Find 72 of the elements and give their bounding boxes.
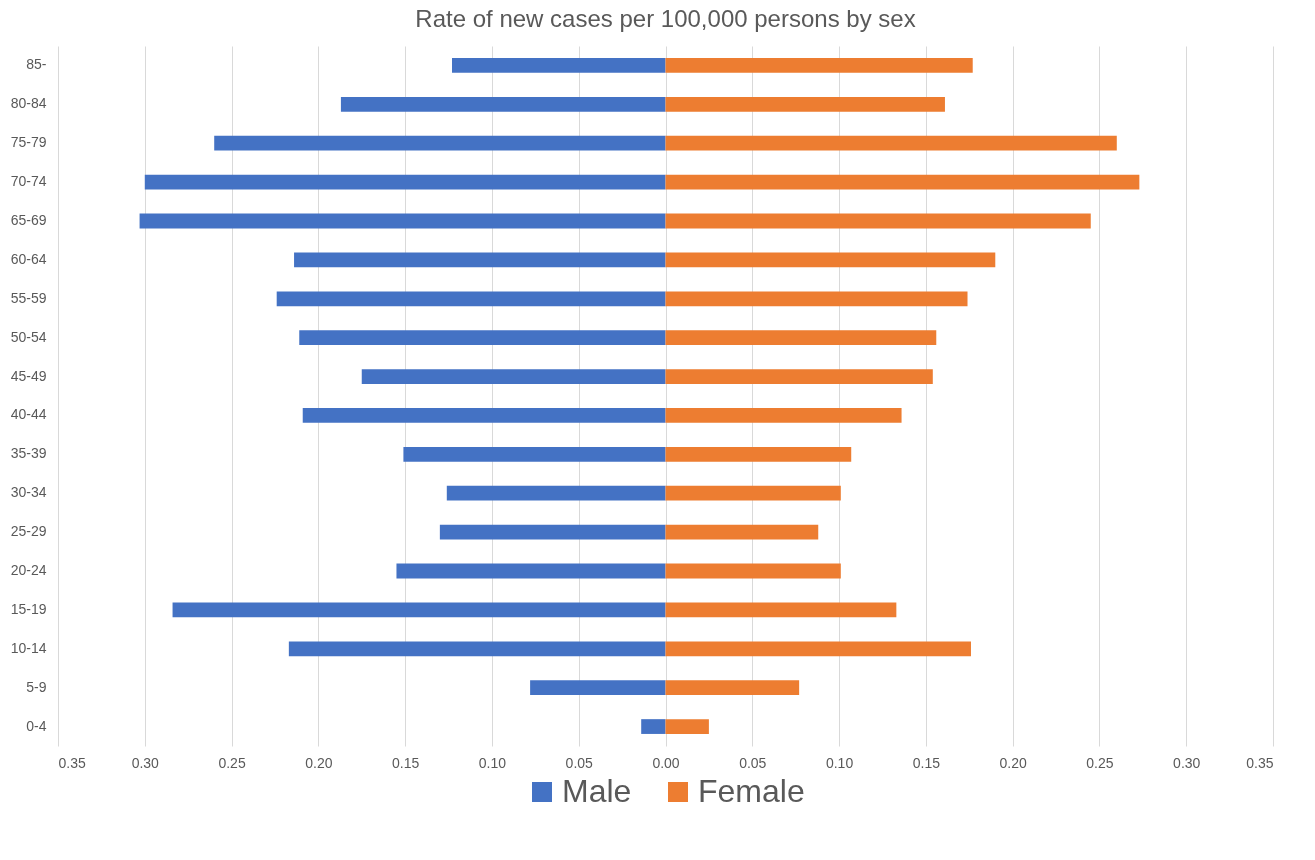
y-tick-label: 20-24 [10, 562, 47, 578]
x-tick-label: 0.05 [565, 754, 594, 771]
legend-label: Female [698, 773, 805, 809]
x-tick-label: 0.30 [131, 754, 160, 771]
x-tick-label: 0.05 [739, 754, 767, 771]
bar [446, 485, 666, 501]
bar [299, 330, 666, 346]
y-tick-label: 55-59 [10, 289, 47, 306]
bar [403, 446, 666, 462]
y-tick-label: 75-79 [10, 134, 47, 151]
bar [144, 174, 666, 190]
bar [294, 252, 666, 268]
bar [276, 291, 666, 307]
bar [396, 563, 666, 579]
bar [530, 680, 666, 696]
x-tick-label: 0.15 [912, 754, 941, 771]
x-tick-label: 0.30 [1173, 754, 1201, 771]
bar [452, 58, 666, 73]
y-tick-label: 80-84 [10, 95, 47, 112]
bar [665, 446, 852, 462]
bar [214, 135, 666, 151]
bar [665, 291, 968, 307]
bar [665, 563, 841, 579]
bar [302, 408, 666, 423]
y-tick-label: 35-39 [10, 445, 47, 462]
bar [172, 602, 666, 618]
bar [439, 524, 666, 540]
bar [665, 524, 819, 540]
bar [665, 96, 945, 112]
bar [665, 252, 996, 268]
bar [361, 369, 666, 384]
x-tick-label: 0.35 [1246, 754, 1274, 771]
bar [665, 602, 897, 618]
legend-label: Male [562, 773, 632, 809]
y-tick-label: 60-64 [10, 250, 47, 267]
x-tick-label: 0.10 [478, 754, 507, 771]
bar [288, 641, 666, 657]
bar [641, 719, 666, 734]
y-tick-label: 65-69 [10, 212, 47, 228]
y-tick-label: 40-44 [10, 406, 47, 423]
bar [665, 369, 933, 384]
y-tick-label: 25-29 [10, 523, 47, 540]
bar [665, 58, 973, 73]
bar [665, 641, 971, 657]
bar [665, 680, 800, 696]
bar [665, 135, 1117, 151]
chart-title: Rate of new cases per 100,000 persons by sex [415, 5, 916, 32]
x-tick-label: 0.20 [305, 754, 333, 771]
y-tick-label: 70-74 [10, 173, 47, 190]
bar [665, 213, 1091, 229]
y-tick-label: 50-54 [10, 328, 47, 345]
x-tick-label: 0.25 [218, 754, 246, 771]
bar [665, 485, 841, 501]
y-tick-label: 0-4 [26, 717, 47, 734]
y-tick-label: 30-34 [10, 484, 47, 501]
y-tick-label: 15-19 [10, 600, 47, 617]
bar [665, 330, 937, 346]
y-tick-label: 85- [26, 56, 47, 73]
bar [340, 96, 666, 112]
bar [665, 408, 902, 423]
x-tick-label: 0.25 [1086, 754, 1114, 771]
bar [665, 174, 1140, 190]
y-tick-label: 10-14 [10, 639, 47, 656]
x-tick-label: 0.10 [825, 754, 854, 771]
y-tick-label: 5-9 [26, 678, 47, 695]
x-tick-label: 0.20 [999, 754, 1027, 771]
bar [139, 213, 666, 229]
x-tick-label: 0.35 [58, 754, 86, 771]
x-tick-label: 0.15 [392, 754, 420, 771]
y-tick-label: 45-49 [10, 367, 47, 384]
bar [665, 719, 709, 734]
x-tick-label: 0.00 [652, 754, 680, 771]
